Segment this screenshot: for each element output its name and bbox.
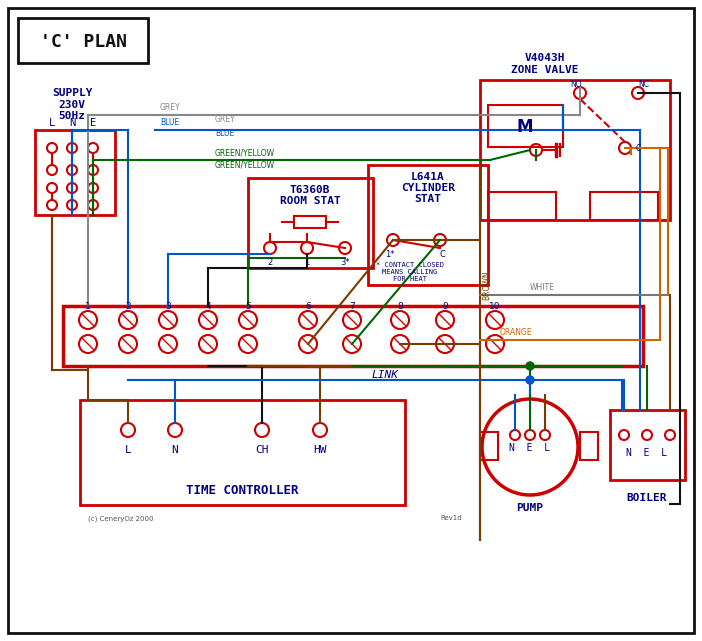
Bar bbox=[35, 130, 115, 215]
Text: 1: 1 bbox=[85, 302, 91, 311]
Bar bbox=[590, 192, 658, 220]
Text: 3*: 3* bbox=[340, 258, 350, 267]
Text: GREY: GREY bbox=[215, 115, 236, 124]
Text: ZONE VALVE: ZONE VALVE bbox=[511, 65, 578, 75]
Text: * CONTACT CLOSED
MEANS CALLING
FOR HEAT: * CONTACT CLOSED MEANS CALLING FOR HEAT bbox=[376, 262, 444, 282]
Text: 1: 1 bbox=[305, 258, 310, 267]
Text: N: N bbox=[69, 118, 75, 128]
Text: C: C bbox=[635, 144, 641, 153]
Circle shape bbox=[526, 376, 534, 384]
Text: 2: 2 bbox=[267, 258, 272, 267]
Text: C: C bbox=[439, 250, 445, 259]
Text: CYLINDER: CYLINDER bbox=[401, 183, 455, 193]
Text: 1*: 1* bbox=[385, 250, 395, 259]
Bar bbox=[610, 410, 685, 480]
Text: 9: 9 bbox=[442, 302, 448, 311]
Text: 10: 10 bbox=[489, 302, 501, 311]
Text: T6360B: T6360B bbox=[290, 185, 330, 195]
Text: L: L bbox=[125, 445, 131, 455]
Text: (c) CeneryOz 2000: (c) CeneryOz 2000 bbox=[88, 515, 154, 522]
Text: HW: HW bbox=[313, 445, 326, 455]
Bar bbox=[18, 18, 148, 63]
Text: WHITE: WHITE bbox=[530, 283, 555, 292]
Text: BLUE: BLUE bbox=[215, 128, 234, 138]
Text: ROOM STAT: ROOM STAT bbox=[279, 196, 340, 206]
Text: 5: 5 bbox=[245, 302, 251, 311]
Circle shape bbox=[526, 362, 534, 370]
Bar bbox=[294, 216, 326, 228]
Text: NC: NC bbox=[639, 79, 649, 88]
Text: L641A: L641A bbox=[411, 172, 445, 182]
Text: GREEN/YELLOW: GREEN/YELLOW bbox=[215, 160, 275, 169]
Text: ORANGE: ORANGE bbox=[500, 328, 533, 337]
Bar bbox=[488, 192, 556, 220]
Text: PUMP: PUMP bbox=[517, 503, 543, 513]
Text: E: E bbox=[90, 118, 96, 128]
Bar bbox=[488, 105, 563, 147]
Text: N: N bbox=[171, 445, 178, 455]
Bar bbox=[368, 165, 488, 285]
Text: GREY: GREY bbox=[160, 103, 180, 112]
Text: 4: 4 bbox=[205, 302, 211, 311]
Bar bbox=[480, 80, 670, 220]
Text: NO: NO bbox=[570, 79, 582, 88]
Text: N  E  L: N E L bbox=[626, 448, 668, 458]
Bar bbox=[580, 432, 598, 460]
Text: V4043H: V4043H bbox=[525, 53, 565, 63]
Text: Rev1d: Rev1d bbox=[440, 515, 462, 521]
Text: SUPPLY
230V
50Hz: SUPPLY 230V 50Hz bbox=[52, 88, 92, 121]
Text: L: L bbox=[49, 118, 55, 128]
Text: 8: 8 bbox=[397, 302, 403, 311]
Text: 7: 7 bbox=[349, 302, 355, 311]
Bar bbox=[80, 400, 405, 505]
Text: 2: 2 bbox=[125, 302, 131, 311]
Text: BROWN: BROWN bbox=[482, 270, 491, 299]
Text: GREEN/YELLOW: GREEN/YELLOW bbox=[215, 148, 275, 157]
Text: CH: CH bbox=[256, 445, 269, 455]
Bar bbox=[248, 178, 373, 268]
Text: N  E  L: N E L bbox=[510, 443, 550, 453]
Bar bbox=[63, 306, 643, 366]
Text: 3: 3 bbox=[165, 302, 171, 311]
Text: 6: 6 bbox=[305, 302, 311, 311]
Text: M: M bbox=[517, 118, 534, 136]
Text: LINK: LINK bbox=[371, 370, 399, 380]
Text: TIME CONTROLLER: TIME CONTROLLER bbox=[186, 483, 298, 497]
Text: BLUE: BLUE bbox=[160, 118, 179, 127]
Text: STAT: STAT bbox=[414, 194, 442, 204]
Text: BOILER: BOILER bbox=[627, 493, 667, 503]
Text: 'C' PLAN: 'C' PLAN bbox=[39, 33, 126, 51]
Bar bbox=[480, 432, 498, 460]
